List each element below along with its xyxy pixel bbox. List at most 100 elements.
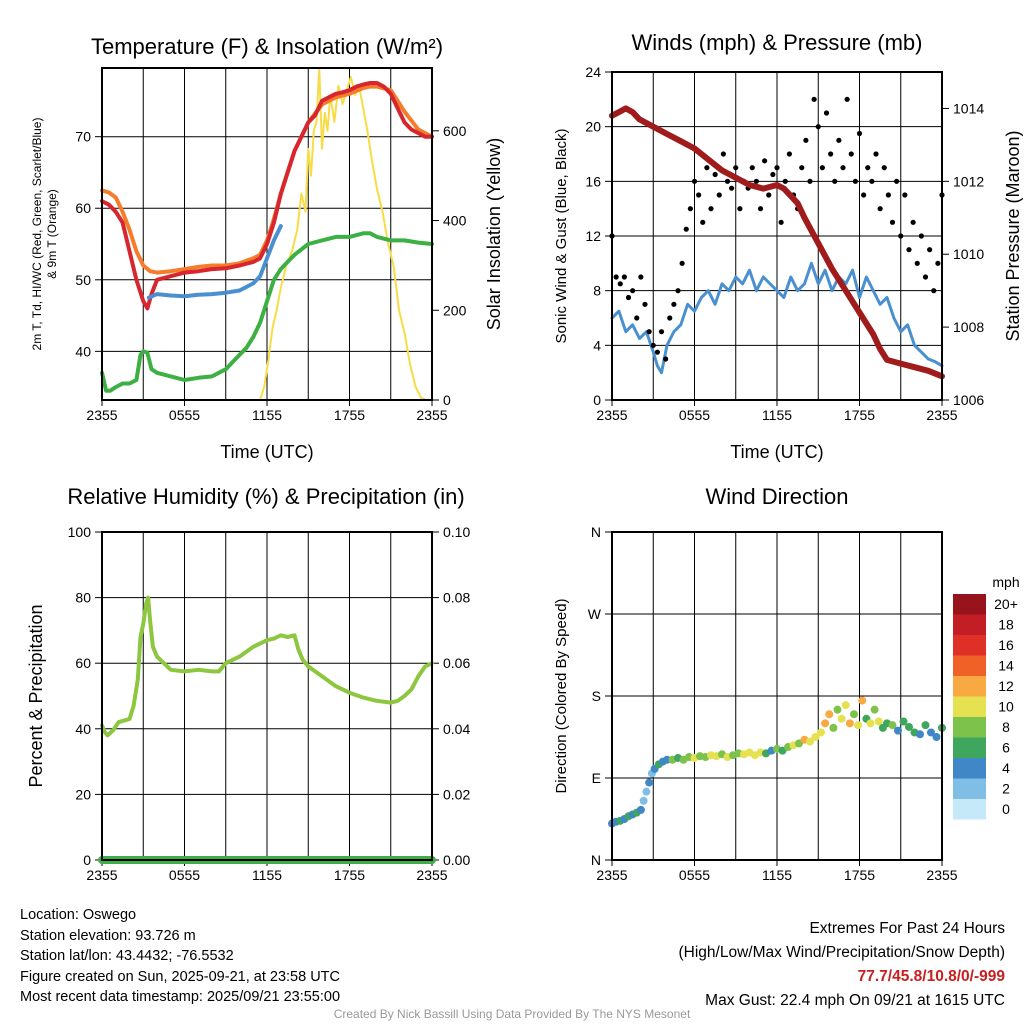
y-tick-label: 100 xyxy=(68,524,92,540)
gust-point xyxy=(865,165,871,171)
x-tick-label: 2355 xyxy=(596,407,627,423)
gust-point xyxy=(803,137,809,143)
gust-point xyxy=(737,206,743,212)
legend-label: 2 xyxy=(1002,781,1010,797)
gust-point xyxy=(630,288,636,294)
max-gust-text: Max Gust: 22.4 mph On 09/21 at 1615 UTC xyxy=(705,992,1005,1009)
y-tick-label: W xyxy=(588,606,602,622)
y2-tick-label: 0.04 xyxy=(443,721,470,737)
gust-point xyxy=(832,178,838,184)
gust-point xyxy=(712,171,718,178)
plot-border xyxy=(611,71,943,401)
wind-direction-point xyxy=(905,722,913,731)
y-tick-label: 0 xyxy=(593,392,601,408)
panel-4 xyxy=(605,531,943,866)
legend-title: mph xyxy=(992,574,1019,590)
y-axis-title: Direction (Colored By Speed) xyxy=(553,598,570,793)
y2-tick-label: 0.08 xyxy=(443,590,470,606)
panel-3 xyxy=(95,531,439,866)
y-tick-label: 40 xyxy=(75,343,91,359)
gust-point xyxy=(889,219,896,225)
y2-tick-label: 0.06 xyxy=(443,655,470,671)
wind-direction-point xyxy=(888,721,897,730)
wind-direction-point xyxy=(841,701,850,710)
gust-point xyxy=(902,192,908,198)
gust-point xyxy=(691,178,698,184)
gust-point xyxy=(621,274,627,280)
latlon-text: Station lat/lon: 43.4432; -76.5532 xyxy=(20,948,234,964)
legend-swatch xyxy=(953,799,986,820)
gust-point xyxy=(658,329,665,335)
x-tick-label: 0555 xyxy=(169,407,200,423)
gust-point xyxy=(638,274,644,280)
pressure-line xyxy=(609,105,945,380)
x-tick-label: 1155 xyxy=(762,407,792,423)
gust-point xyxy=(823,110,830,116)
insolation-line xyxy=(101,67,433,401)
gust-point xyxy=(819,165,825,171)
gust-point xyxy=(671,301,677,307)
wind-direction-point xyxy=(894,726,902,735)
y2-tick-label: 0.02 xyxy=(443,786,470,802)
gust-point xyxy=(654,349,660,355)
gust-point xyxy=(918,233,924,239)
y2-axis-title: Solar Insolation (Yellow) xyxy=(484,138,504,330)
gust-point xyxy=(778,219,784,225)
wind-direction-point xyxy=(850,710,858,719)
gust-point xyxy=(935,260,941,266)
panel-title: Wind Direction xyxy=(705,484,848,509)
gust-point xyxy=(749,165,755,171)
wind-direction-point xyxy=(899,717,908,726)
legend-label: 12 xyxy=(998,678,1014,694)
gust-point xyxy=(700,219,706,225)
gust-point xyxy=(675,288,681,294)
gust-point xyxy=(679,260,685,266)
y-tick-label: 50 xyxy=(75,272,91,288)
gust-point xyxy=(770,171,776,178)
dewpoint-line xyxy=(100,231,434,393)
wind-direction-point xyxy=(825,710,834,719)
y-tick-label: 20 xyxy=(585,119,601,135)
x-tick-label: 0555 xyxy=(679,867,710,883)
y-axis-title: 2m T, Td, HI/WC (Red, Green, Scarlet/Blu… xyxy=(30,118,44,351)
y2-tick-label: 600 xyxy=(443,123,467,139)
panel-title: Relative Humidity (%) & Precipitation (i… xyxy=(67,484,464,509)
gust-point xyxy=(613,274,619,280)
wind-direction-point xyxy=(874,717,883,726)
x-tick-label: 2355 xyxy=(926,867,957,883)
gust-point xyxy=(807,178,813,184)
gust-point xyxy=(762,158,768,164)
x-tick-label: 1755 xyxy=(844,407,875,423)
y2-tick-label: 1010 xyxy=(953,246,984,262)
temp-9m-line xyxy=(100,84,434,275)
gust-point xyxy=(869,178,875,184)
legend-swatch xyxy=(953,758,986,779)
y2-tick-label: 1012 xyxy=(953,173,984,189)
gust-point xyxy=(716,192,722,198)
extremes-panel: Extremes For Past 24 Hours (High/Low/Max… xyxy=(679,917,1006,1013)
legend-swatch xyxy=(953,676,986,697)
gust-point xyxy=(667,315,673,321)
legend-swatch xyxy=(953,737,986,758)
gust-point xyxy=(844,96,850,102)
extremes-subtitle: (High/Low/Max Wind/Precipitation/Snow De… xyxy=(678,944,1006,961)
x-tick-label: 2355 xyxy=(86,867,117,883)
wind-direction-point xyxy=(833,705,842,714)
gust-point xyxy=(704,165,710,171)
x-tick-label: 1755 xyxy=(844,867,875,883)
gust-point xyxy=(617,281,623,287)
gust-point xyxy=(786,151,792,157)
plot-border xyxy=(101,531,433,861)
legend-swatch xyxy=(953,696,986,717)
created-text: Figure created on Sun, 2025-09-21, at 23… xyxy=(20,968,340,985)
legend-label: 6 xyxy=(1002,740,1010,756)
y2-tick-label: 1006 xyxy=(953,392,984,408)
elevation-text: Station elevation: 93.726 m xyxy=(20,927,196,944)
x-axis-title: Time (UTC) xyxy=(730,442,823,462)
legend-label: 14 xyxy=(998,658,1014,674)
gust-point xyxy=(663,356,669,362)
y-tick-label: 0 xyxy=(83,852,91,868)
x-axis-title: Time (UTC) xyxy=(220,442,313,462)
wind-direction-point xyxy=(866,719,875,728)
y-tick-label: 24 xyxy=(585,64,601,80)
